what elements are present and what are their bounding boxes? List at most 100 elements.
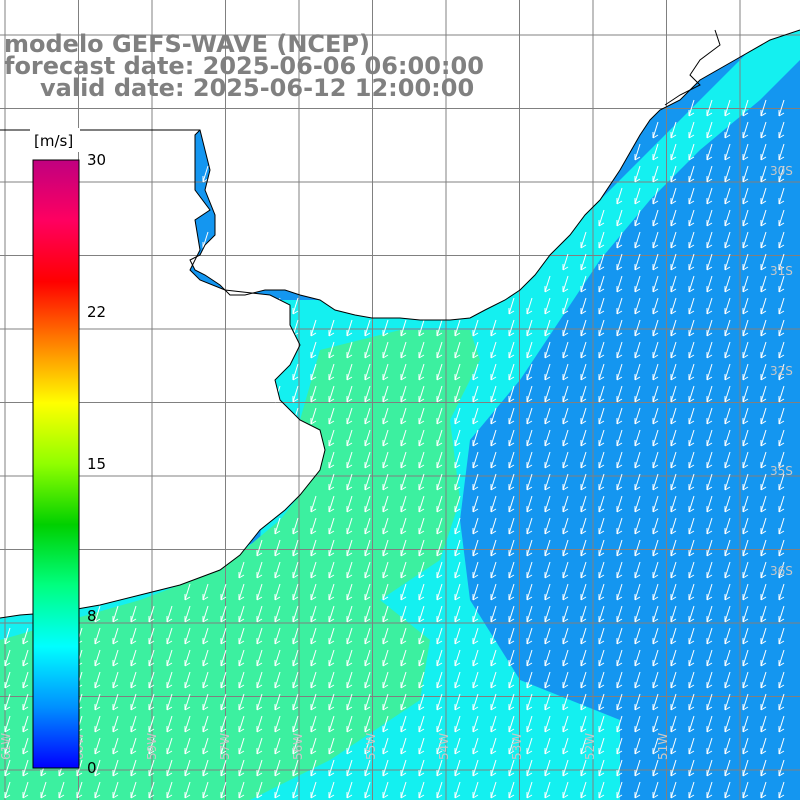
wind-arrow [724, 693, 731, 711]
wind-arrow [382, 539, 389, 557]
lon-label: 51W [656, 733, 670, 760]
wind-arrow [544, 539, 551, 557]
wind-arrow [562, 517, 569, 535]
wind-arrow [328, 363, 335, 381]
wind-arrow [346, 759, 353, 777]
wind-arrow [742, 517, 749, 535]
wind-arrow [706, 605, 713, 623]
wind-arrow [544, 627, 551, 645]
wind-arrow [706, 341, 713, 359]
wind-arrow [454, 649, 461, 667]
wind-arrow [544, 297, 551, 315]
wind-arrow [706, 121, 713, 139]
wind-arrow [490, 649, 497, 667]
wind-arrow [166, 605, 173, 623]
wind-arrow [490, 539, 497, 557]
wind-arrow [760, 407, 767, 425]
wind-arrow [526, 781, 533, 799]
wind-arrow [382, 341, 389, 359]
wind-arrow [490, 363, 497, 381]
land-north [0, 0, 800, 320]
wind-arrow [652, 363, 659, 381]
wind-arrow [472, 627, 479, 645]
wind-arrow [778, 517, 785, 535]
wind-arrow [562, 451, 569, 469]
coastline [0, 29, 800, 619]
wind-arrow [94, 737, 101, 755]
wind-arrow [562, 429, 569, 447]
wind-arrow [616, 715, 623, 733]
wind-arrow [310, 517, 317, 535]
wind-arrow [4, 781, 11, 799]
wind-arrow [346, 363, 353, 381]
wind-arrow [508, 539, 515, 557]
wind-arrow [490, 319, 497, 337]
wind-arrow [418, 671, 425, 689]
wind-arrow [418, 341, 425, 359]
wind-arrow [310, 649, 317, 667]
wind-arrow [328, 649, 335, 667]
wind-arrow [328, 517, 335, 535]
wind-arrow [724, 209, 731, 227]
wind-arrow [562, 759, 569, 777]
wind-arrow [202, 715, 209, 733]
wind-arrow [652, 297, 659, 315]
wind-arrow [508, 627, 515, 645]
wind-arrow [724, 407, 731, 425]
wind-arrow [472, 341, 479, 359]
wind-arrow [598, 495, 605, 513]
wind-arrow [724, 561, 731, 579]
wind-arrow [418, 429, 425, 447]
wind-arrow [598, 297, 605, 315]
wind-arrow [742, 605, 749, 623]
wind-arrow [634, 737, 641, 755]
wind-arrow [526, 627, 533, 645]
wind-arrow [184, 605, 191, 623]
wind-arrow [670, 363, 677, 381]
wind-arrow [472, 583, 479, 601]
wind-arrow [562, 561, 569, 579]
wind-arrow [724, 99, 731, 117]
wind-arrow [220, 759, 227, 777]
wind-arrow [400, 407, 407, 425]
wind-arrow [616, 671, 623, 689]
wind-arrow [256, 759, 263, 777]
wind-arrow [364, 605, 371, 623]
wind-arrow [724, 671, 731, 689]
wind-arrow [580, 253, 587, 271]
wind-arrow [598, 319, 605, 337]
wind-arrow [778, 209, 785, 227]
wind-arrow [778, 473, 785, 491]
wind-arrow [634, 473, 641, 491]
wind-arrow [706, 253, 713, 271]
wind-arrow [130, 627, 137, 645]
wind-arrow [436, 407, 443, 425]
wind-arrow [4, 693, 11, 711]
wind-arrow [634, 231, 641, 249]
wind-arrow [706, 517, 713, 535]
wind-arrow [184, 737, 191, 755]
wind-arrow [346, 583, 353, 601]
wind-arrow [436, 319, 443, 337]
wind-arrow [436, 539, 443, 557]
wind-arrow [526, 583, 533, 601]
wind-arrow [760, 759, 767, 777]
wind-arrow [598, 385, 605, 403]
wind-arrow [778, 121, 785, 139]
wind-arrow [400, 649, 407, 667]
wind-arrow [706, 275, 713, 293]
wind-arrow [292, 649, 299, 667]
wind-arrow [328, 429, 335, 447]
wind-arrow [400, 319, 407, 337]
wind-arrow [760, 187, 767, 205]
colorbar-tick-15: 15 [87, 455, 107, 473]
wind-arrow [274, 627, 281, 645]
wind-arrow [472, 319, 479, 337]
wind-arrow [364, 715, 371, 733]
wind-arrow [670, 627, 677, 645]
wind-arrow [94, 693, 101, 711]
wind-arrow [580, 473, 587, 491]
wind-arrow [724, 781, 731, 799]
grid-labels: 61W60W59W57W56W55W54W53W52W51W30S31S32S3… [0, 164, 793, 760]
colorbar-tick-30: 30 [87, 151, 107, 169]
